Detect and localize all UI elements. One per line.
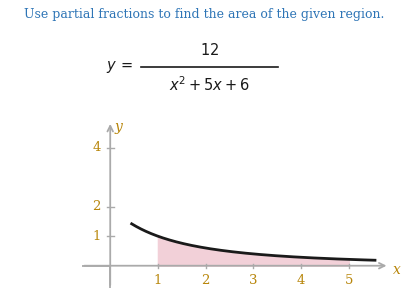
Text: 4: 4 bbox=[297, 274, 305, 287]
Text: 4: 4 bbox=[92, 141, 101, 154]
Text: x: x bbox=[392, 263, 401, 277]
Text: 5: 5 bbox=[345, 274, 353, 287]
Text: $12$: $12$ bbox=[200, 42, 220, 58]
Text: y: y bbox=[115, 120, 123, 134]
Text: 3: 3 bbox=[249, 274, 257, 287]
Text: Use partial fractions to find the area of the given region.: Use partial fractions to find the area o… bbox=[24, 8, 384, 21]
Text: $x^2 + 5x + 6$: $x^2 + 5x + 6$ bbox=[169, 75, 250, 94]
Text: 2: 2 bbox=[202, 274, 210, 287]
Text: 2: 2 bbox=[92, 200, 101, 213]
Text: 1: 1 bbox=[154, 274, 162, 287]
Text: 1: 1 bbox=[92, 230, 101, 243]
Text: $y\/ =$: $y\/ =$ bbox=[106, 59, 133, 75]
